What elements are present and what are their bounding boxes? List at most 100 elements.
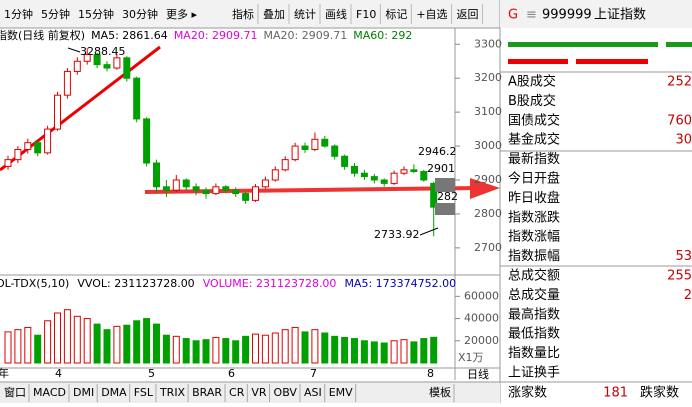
volume-bar bbox=[301, 331, 309, 364]
toolbar-button[interactable]: 更多 ▸ bbox=[166, 7, 197, 21]
volume-bar bbox=[14, 329, 22, 364]
legend-item: 指数(日线 前复权) bbox=[0, 28, 85, 42]
quote-label: 昨日收盘 bbox=[508, 190, 560, 206]
candle-body bbox=[182, 179, 190, 188]
y-tick-label: 3200 bbox=[474, 71, 502, 84]
pointer bbox=[419, 227, 439, 236]
toolbar-button[interactable]: 5分钟 bbox=[41, 7, 70, 21]
volume-bar bbox=[113, 325, 121, 364]
volume-bar bbox=[420, 338, 428, 364]
tab[interactable]: VR bbox=[251, 386, 267, 399]
date-label: 7 bbox=[310, 367, 317, 380]
candle-body bbox=[261, 179, 269, 188]
candle-body bbox=[430, 182, 438, 208]
quote-value: 2 bbox=[684, 288, 692, 303]
candle-body bbox=[281, 159, 289, 171]
tab[interactable]: MACD bbox=[33, 386, 66, 399]
quote-label: 国债成交 bbox=[508, 112, 560, 128]
date-label: 8 bbox=[427, 367, 434, 380]
volume-bar bbox=[153, 323, 160, 364]
candle-body bbox=[252, 186, 259, 201]
candle-body bbox=[73, 60, 81, 72]
quote-label: B股成交 bbox=[508, 93, 556, 109]
toolbar bbox=[0, 0, 500, 28]
legend-item: MA20: 2909.71 bbox=[264, 29, 348, 42]
price-annotation: 2901 bbox=[427, 162, 455, 175]
tab[interactable]: 模板 bbox=[429, 385, 451, 399]
volume-bar bbox=[252, 333, 259, 364]
quote-label: 指数量比 bbox=[508, 346, 560, 361]
candle-body bbox=[123, 57, 131, 79]
volume-bar bbox=[281, 329, 289, 364]
toolbar-button[interactable]: +自选 bbox=[416, 8, 447, 21]
quote-value: 760 bbox=[667, 113, 692, 128]
candle-body bbox=[24, 142, 32, 150]
legend-item: MA5: 2861.64 bbox=[91, 29, 168, 42]
candle-body bbox=[192, 186, 200, 191]
quote-label: 基金成交 bbox=[508, 132, 560, 148]
pointer bbox=[67, 47, 81, 53]
volume-bar bbox=[93, 323, 101, 364]
candle-body bbox=[380, 179, 388, 184]
price-annotation: 2733.92 bbox=[374, 228, 420, 241]
period-label[interactable]: 日线 bbox=[467, 367, 489, 381]
volume-bar bbox=[311, 329, 319, 364]
candle-body bbox=[271, 169, 279, 181]
date-label: 年 bbox=[0, 366, 9, 380]
toolbar-button[interactable]: 返回 bbox=[457, 8, 479, 21]
volume-unit: X1万 bbox=[458, 351, 484, 364]
toolbar-button[interactable]: 30分钟 bbox=[122, 7, 158, 21]
tab[interactable]: OBV bbox=[274, 386, 298, 399]
tab[interactable]: BRAR bbox=[192, 386, 222, 399]
toolbar-button[interactable]: 指标 bbox=[232, 7, 254, 21]
volume-bar bbox=[63, 309, 71, 364]
volume-bar bbox=[133, 320, 141, 364]
tab[interactable]: 窗口 bbox=[4, 385, 26, 399]
volume-bar bbox=[222, 338, 230, 364]
volume-bar bbox=[162, 334, 170, 364]
volume-bar bbox=[321, 332, 329, 364]
candle-body bbox=[400, 169, 408, 174]
tab[interactable]: ASI bbox=[304, 386, 322, 399]
arrow-head bbox=[470, 178, 500, 199]
volume-bar bbox=[261, 334, 269, 364]
toolbar-button[interactable]: 画线 bbox=[325, 7, 347, 21]
date-label: 4 bbox=[55, 367, 62, 380]
tab[interactable]: TRIX bbox=[159, 386, 186, 399]
tab[interactable]: EMV bbox=[329, 386, 353, 399]
quote-value: 252 bbox=[667, 75, 692, 90]
y-tick-label: 3300 bbox=[474, 37, 502, 50]
volume-bar bbox=[370, 341, 378, 364]
volume-bar bbox=[34, 334, 42, 364]
volume-bar bbox=[182, 338, 190, 364]
y-tick-label: 2800 bbox=[474, 207, 502, 220]
toolbar-button[interactable]: 统计 bbox=[294, 8, 316, 21]
volume-bar bbox=[410, 341, 418, 364]
candle-body bbox=[291, 145, 299, 161]
quote-name: 上证指数 bbox=[594, 8, 646, 23]
quote-prefix: G bbox=[508, 8, 518, 23]
quote-menu[interactable]: ≡ bbox=[526, 8, 537, 23]
toolbar-button[interactable]: F10 bbox=[356, 8, 376, 21]
volume-bar bbox=[212, 336, 220, 364]
volume-bar bbox=[123, 324, 131, 364]
toolbar-button[interactable]: 叠加 bbox=[263, 8, 285, 21]
toolbar-button[interactable]: 15分钟 bbox=[78, 7, 114, 21]
quote-value: 30 bbox=[675, 133, 692, 148]
toolbar-button[interactable]: 1分钟 bbox=[4, 7, 33, 21]
tab[interactable]: DMI bbox=[73, 386, 94, 399]
candle-body bbox=[222, 186, 230, 191]
quote-label: 指数涨跌 bbox=[508, 209, 560, 225]
toolbar-button[interactable]: 标记 bbox=[385, 7, 407, 21]
date-label: 5 bbox=[148, 367, 155, 380]
candle-body bbox=[202, 189, 210, 195]
tab[interactable]: FSL bbox=[134, 386, 154, 399]
candle-body bbox=[113, 57, 121, 69]
volume-bar bbox=[44, 320, 52, 364]
candle-body bbox=[153, 162, 160, 188]
tab[interactable]: DMA bbox=[101, 386, 127, 399]
quote-label: 上证换手 bbox=[508, 366, 560, 381]
volume-bar bbox=[380, 342, 388, 364]
tab[interactable]: CR bbox=[229, 386, 245, 399]
candle-body bbox=[143, 118, 151, 164]
